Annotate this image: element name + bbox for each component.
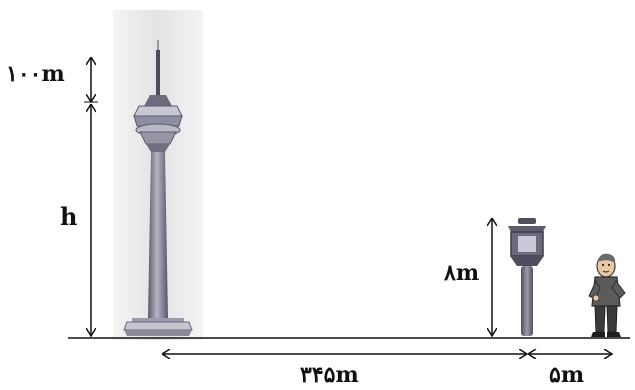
milad-tower-icon (123, 40, 193, 336)
tower-height-label: h (60, 202, 78, 231)
top-segment-label: ۱۰۰m (6, 61, 65, 87)
lamp-height-label: ۸m (444, 260, 480, 286)
top-segment-dimension (84, 57, 98, 102)
long-distance-label: ۳۴۵m (300, 362, 359, 388)
person-icon (588, 253, 626, 337)
street-lamp-icon (508, 218, 546, 336)
short-distance-label: ۵m (549, 362, 585, 388)
